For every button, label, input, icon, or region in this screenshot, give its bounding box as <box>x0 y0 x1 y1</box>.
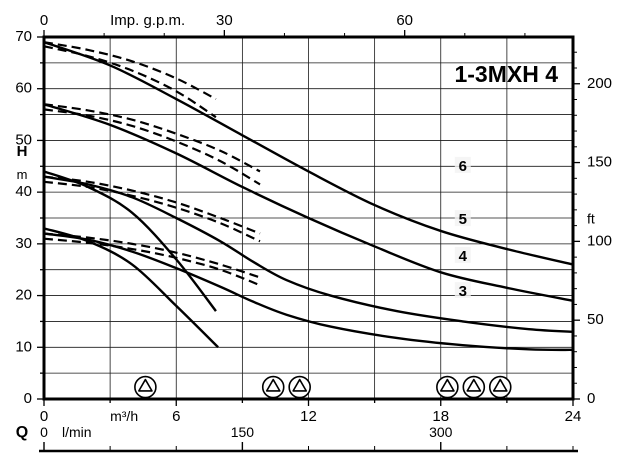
svg-text:12: 12 <box>300 408 317 425</box>
svg-text:150: 150 <box>231 424 255 440</box>
svg-text:20: 20 <box>15 287 32 304</box>
svg-text:Imp. g.p.m.: Imp. g.p.m. <box>110 12 185 29</box>
svg-text:18: 18 <box>432 408 449 425</box>
svg-text:0: 0 <box>40 424 48 440</box>
svg-text:30: 30 <box>15 235 32 252</box>
svg-text:50: 50 <box>587 311 604 328</box>
svg-text:60: 60 <box>396 12 413 29</box>
svg-text:70: 70 <box>15 28 32 45</box>
svg-text:6: 6 <box>459 158 467 175</box>
svg-text:40: 40 <box>15 183 32 200</box>
svg-text:6: 6 <box>172 408 180 425</box>
svg-text:200: 200 <box>587 75 612 92</box>
svg-text:300: 300 <box>429 424 453 440</box>
svg-text:10: 10 <box>15 338 32 355</box>
svg-text:l/min: l/min <box>62 424 92 440</box>
svg-text:100: 100 <box>587 232 612 249</box>
svg-text:0: 0 <box>40 12 48 29</box>
svg-text:30: 30 <box>216 12 233 29</box>
svg-text:60: 60 <box>15 80 32 97</box>
svg-text:H: H <box>17 143 28 160</box>
svg-text:ft: ft <box>587 210 595 226</box>
svg-text:Q: Q <box>16 424 28 441</box>
svg-text:3: 3 <box>459 283 467 300</box>
svg-text:0: 0 <box>40 408 48 425</box>
svg-text:0: 0 <box>24 390 32 407</box>
svg-text:1-3MXH 4: 1-3MXH 4 <box>454 61 558 87</box>
svg-text:24: 24 <box>565 408 582 425</box>
svg-text:4: 4 <box>459 248 468 265</box>
svg-text:0: 0 <box>587 390 595 407</box>
svg-text:150: 150 <box>587 154 612 171</box>
svg-text:m: m <box>17 167 28 182</box>
svg-text:m³/h: m³/h <box>110 408 138 424</box>
svg-text:5: 5 <box>459 211 467 228</box>
